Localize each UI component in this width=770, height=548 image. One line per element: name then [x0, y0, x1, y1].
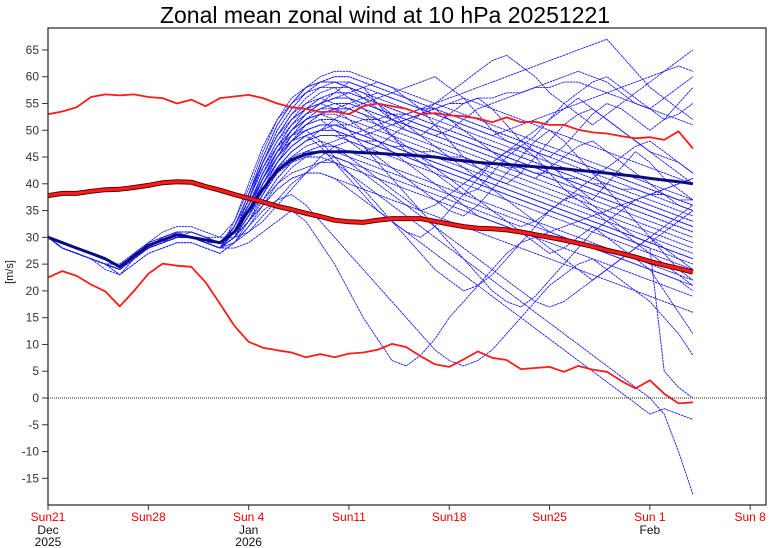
x-tick-month: Dec — [37, 523, 58, 537]
climatology-lines — [48, 93, 694, 405]
y-tick-label: 60 — [26, 70, 40, 84]
y-tick-label: 0 — [32, 391, 39, 405]
x-tick-label: Sun25 — [532, 510, 567, 524]
y-tick-label: 15 — [26, 311, 40, 325]
x-tick-month: Feb — [640, 523, 661, 537]
climatology-min-line — [48, 262, 693, 405]
y-tick-label: 65 — [26, 43, 40, 57]
plot-border — [47, 27, 767, 506]
x-tick-month: Jan — [239, 523, 258, 537]
x-tick-year: 2026 — [235, 535, 262, 548]
y-tick-label: 55 — [26, 96, 40, 110]
x-tick-year: 2025 — [35, 535, 62, 548]
y-tick-label: 10 — [26, 337, 40, 351]
x-tick-label: Sun28 — [131, 510, 166, 524]
y-tick-label: -10 — [22, 445, 40, 459]
chart-title: Zonal mean zonal wind at 10 hPa 20251221 — [159, 2, 611, 28]
climatology-mean-line — [48, 180, 694, 274]
x-tick-label: Sun 1 — [634, 510, 666, 524]
x-tick-label: Sun11 — [332, 510, 366, 524]
ensemble-member-line — [48, 210, 694, 367]
y-tick-label: 20 — [26, 284, 40, 298]
ensemble-member-line — [48, 135, 694, 286]
ensemble-mean-line — [48, 150, 694, 269]
ensemble-members — [48, 38, 694, 495]
x-tick-label: Sun21 — [31, 510, 66, 524]
ensemble-member-line — [48, 172, 694, 313]
ensemble-member-line — [48, 70, 694, 270]
y-axis-label: [m/s] — [4, 260, 16, 284]
climatology-max-line — [48, 93, 694, 150]
ensemble-member-line — [48, 172, 694, 420]
y-tick-label: 30 — [26, 230, 40, 244]
y-tick-label: -5 — [28, 418, 39, 432]
ensemble-member-line — [48, 76, 694, 270]
y-tick-label: 50 — [26, 123, 40, 137]
y-tick-label: 40 — [26, 177, 40, 191]
ensemble-member-line — [48, 194, 694, 367]
x-tick-label: Sun18 — [432, 510, 467, 524]
y-tick-label: 5 — [32, 364, 39, 378]
x-tick-label: Sun 4 — [233, 510, 265, 524]
x-tick-label: Sun 8 — [734, 510, 766, 524]
y-tick-label: -15 — [22, 471, 40, 485]
y-tick-label: 25 — [26, 257, 40, 271]
plot-frame — [47, 27, 767, 506]
y-tick-label: 45 — [26, 150, 40, 164]
y-tick-label: 35 — [26, 204, 40, 218]
